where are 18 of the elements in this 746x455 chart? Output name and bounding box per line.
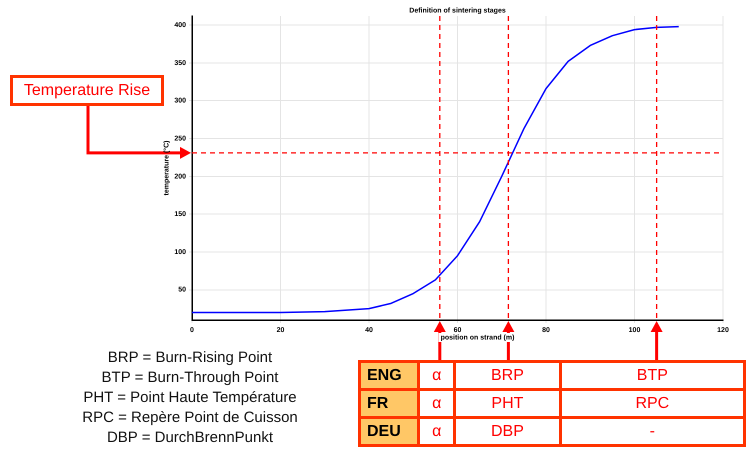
text: BRP — [454, 362, 560, 390]
text: α — [418, 362, 455, 390]
text: PHT = Point Haute Température — [82, 388, 298, 408]
text: - — [560, 418, 744, 446]
text: DEU — [360, 418, 419, 446]
text: BTP — [560, 362, 744, 390]
text: FR — [360, 390, 419, 418]
ref-line-label: Temperature Rise — [10, 75, 164, 106]
text: BRP = Burn-Rising Point — [106, 348, 274, 368]
text: DBP = DurchBrennPunkt — [106, 428, 274, 448]
text: DBP — [454, 418, 560, 446]
text: ENG — [360, 362, 419, 390]
text: PHT — [454, 390, 560, 418]
text: RPC — [560, 390, 744, 418]
text: RPC = Repère Point de Cuisson — [81, 408, 299, 428]
text: BTP = Burn-Through Point — [100, 368, 280, 388]
text: α — [418, 390, 455, 418]
text: α — [418, 418, 455, 446]
